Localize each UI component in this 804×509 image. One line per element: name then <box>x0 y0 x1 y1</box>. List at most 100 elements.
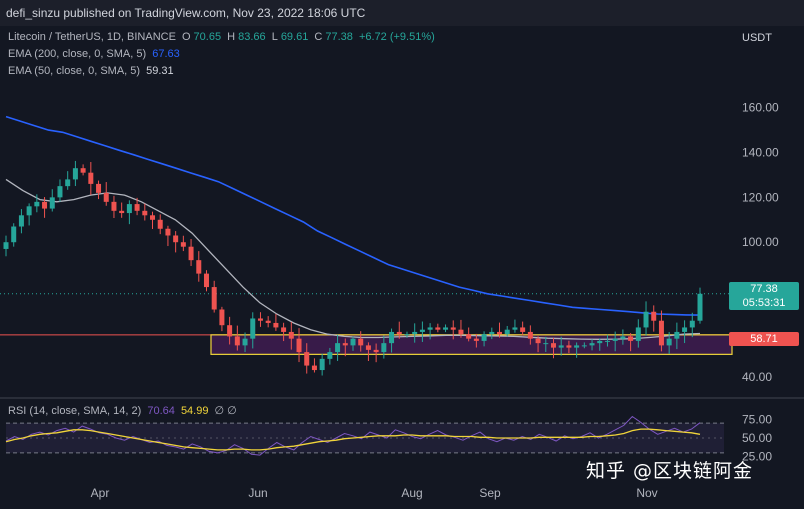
candle-body <box>543 343 549 345</box>
candle-body <box>566 345 572 348</box>
candle-body <box>150 215 156 220</box>
candle-body <box>520 327 526 332</box>
rsi-extra: ∅ ∅ <box>214 405 237 417</box>
high-label: H <box>227 31 236 43</box>
candle-body <box>227 325 233 337</box>
candle-body <box>142 210 148 216</box>
candle-body <box>643 311 649 328</box>
candle-body <box>180 242 186 247</box>
candle-body <box>396 331 402 335</box>
publisher-bar: defi_sinzu published on TradingView.com,… <box>0 0 804 26</box>
pane-divider <box>0 397 804 399</box>
ema50-line <box>5 178 701 340</box>
candle-body <box>373 349 379 353</box>
candle-body <box>358 338 364 346</box>
close-label: C <box>314 31 323 43</box>
candle-body <box>80 168 86 173</box>
candle-body <box>88 172 94 184</box>
candle-body <box>604 340 610 342</box>
ema200-value: 67.63 <box>152 48 180 60</box>
candle-body <box>651 311 657 321</box>
candle-body <box>635 327 641 341</box>
change-value: +6.72 (+9.51%) <box>358 31 435 43</box>
candle-body <box>103 192 109 202</box>
candle-body <box>165 228 171 236</box>
candle-body <box>574 345 580 348</box>
candle-body <box>126 204 132 214</box>
candle-body <box>242 338 248 346</box>
price-axis-label: 100.00 <box>742 235 779 249</box>
candle-body <box>281 327 287 332</box>
rsi-legend[interactable]: RSI (14, close, SMA, 14, 2) 70.64 54.99 … <box>8 404 240 417</box>
low-label: L <box>271 31 278 43</box>
candle-body <box>381 343 387 353</box>
candle-body <box>450 327 456 330</box>
open-value: 70.65 <box>193 31 222 43</box>
candle-body <box>234 336 240 346</box>
candle-body <box>443 327 449 330</box>
currency-label: USDT <box>742 32 772 44</box>
watermark: 知乎 @区块链阿金 <box>586 460 754 482</box>
time-axis-label: Nov <box>636 486 657 500</box>
candle-body <box>389 331 395 344</box>
time-axis-label: Jun <box>248 486 267 500</box>
time-axis-label: Aug <box>401 486 422 500</box>
candle-body <box>550 343 556 348</box>
bar-countdown: 05:53:31 <box>742 297 786 309</box>
rsi-axis-label: 75.00 <box>742 412 772 426</box>
candle-body <box>11 226 17 243</box>
candle-body <box>288 331 294 339</box>
candle-body <box>3 242 9 249</box>
candle-body <box>658 320 664 346</box>
rsi-line <box>5 415 701 456</box>
rsi-value: 70.64 <box>147 405 175 417</box>
candle-body <box>527 331 533 339</box>
candle-body <box>350 338 356 346</box>
close-value: 77.38 <box>325 31 353 43</box>
ema200-legend[interactable]: EMA (200, close, 0, SMA, 5) 67.63 <box>8 48 183 60</box>
candle-body <box>188 246 194 261</box>
candle-body <box>435 327 441 330</box>
ema200-line <box>5 115 701 316</box>
last-price-tag: 77.38 05:53:31 <box>729 282 799 310</box>
candle-body <box>535 338 541 344</box>
candle-body <box>219 309 225 326</box>
symbol-legend: Litecoin / TetherUS, 1D, BINANCE O 70.65 … <box>8 31 438 43</box>
price-axis-label: 120.00 <box>742 190 779 204</box>
rsi-axis-label: 25.00 <box>742 450 772 464</box>
candle-body <box>296 338 302 353</box>
candle-body <box>327 352 333 359</box>
candle-body <box>597 340 603 344</box>
candle-body <box>365 345 371 350</box>
candle-body <box>419 329 425 332</box>
candle-body <box>304 352 310 366</box>
open-label: O <box>181 31 191 43</box>
candle-body <box>689 320 695 328</box>
candle-body <box>49 197 55 209</box>
candle-body <box>581 345 587 347</box>
candle-body <box>558 345 564 348</box>
candle-body <box>257 318 263 321</box>
candle-body <box>42 201 48 209</box>
candle-body <box>628 336 634 341</box>
support-level-tag: 58.71 <box>729 332 799 346</box>
candle-body <box>311 365 317 371</box>
candle-body <box>489 331 495 335</box>
candle-body <box>34 201 40 207</box>
rsi-ma-value: 54.99 <box>180 405 209 417</box>
price-axis-label: 40.00 <box>742 370 772 384</box>
candle-body <box>473 338 479 341</box>
candle-body <box>504 329 510 335</box>
time-axis-label: Sep <box>479 486 501 500</box>
last-price-value: 77.38 <box>750 283 778 295</box>
rsi-label: RSI (14, close, SMA, 14, 2) <box>8 405 142 417</box>
candle-body <box>111 201 117 211</box>
candle-body <box>682 327 688 332</box>
ema50-legend[interactable]: EMA (50, close, 0, SMA, 5) 59.31 <box>8 65 177 77</box>
candle-body <box>319 358 325 371</box>
low-value: 69.61 <box>280 31 309 43</box>
candle-body <box>57 186 63 198</box>
candle-body <box>26 206 32 216</box>
candle-body <box>196 260 202 274</box>
